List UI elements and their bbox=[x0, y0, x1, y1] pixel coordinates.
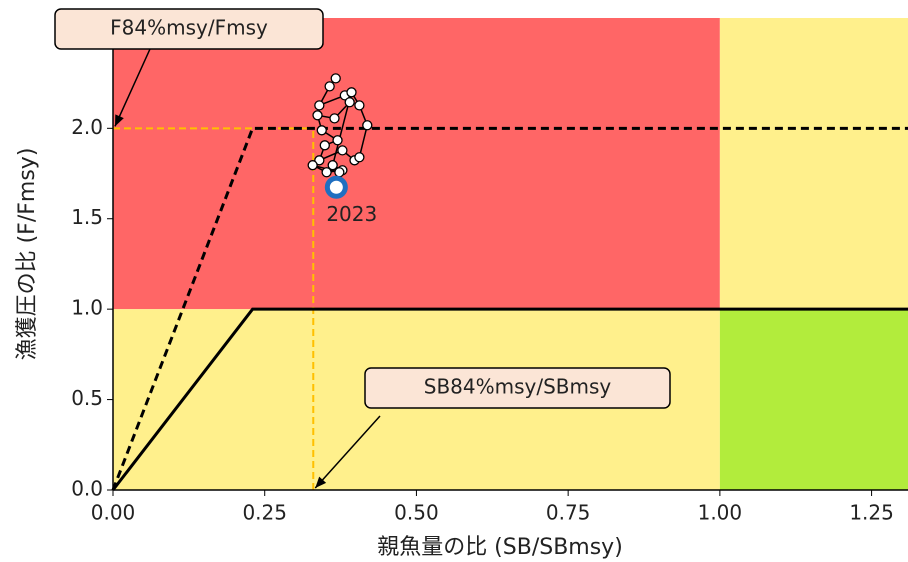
annotation-box bbox=[54, 8, 324, 50]
annotation-text: SB84%msy/SBmsy bbox=[424, 375, 612, 399]
plot-area bbox=[113, 18, 908, 490]
x-tick-label: 0.25 bbox=[242, 501, 287, 525]
annotation-arrow bbox=[114, 48, 151, 127]
x-axis-label: 親魚量の比 (SB/SBmsy) bbox=[377, 535, 623, 560]
point bbox=[329, 113, 340, 124]
point bbox=[332, 135, 343, 146]
annotation-box bbox=[364, 367, 671, 409]
zone bbox=[719, 309, 908, 490]
point bbox=[321, 167, 332, 178]
point bbox=[324, 81, 335, 92]
y-tick-label: 2.0 bbox=[71, 115, 103, 139]
point bbox=[314, 100, 325, 111]
point bbox=[334, 167, 345, 178]
x-tick-label: 0.75 bbox=[546, 501, 591, 525]
zone bbox=[113, 18, 720, 310]
point bbox=[330, 73, 341, 84]
point bbox=[319, 140, 330, 151]
point bbox=[346, 87, 357, 98]
point bbox=[354, 152, 365, 163]
last-point bbox=[324, 175, 348, 199]
x-tick-label: 0.50 bbox=[394, 501, 439, 525]
x-tick-label: 1.00 bbox=[698, 501, 743, 525]
y-axis-label: 漁獲圧の比 (F/Fmsy) bbox=[15, 148, 40, 361]
point bbox=[312, 110, 323, 121]
arrow-head bbox=[115, 114, 124, 127]
point bbox=[362, 120, 373, 131]
point-label: 2023 bbox=[326, 202, 377, 226]
x-tick-label: 0.00 bbox=[91, 501, 136, 525]
y-tick-label: 1.0 bbox=[71, 296, 103, 320]
point bbox=[354, 100, 365, 111]
hcr-line bbox=[111, 126, 908, 491]
y-tick-label: 0.0 bbox=[71, 477, 103, 501]
x-tick-label: 1.25 bbox=[849, 501, 894, 525]
point bbox=[344, 97, 355, 108]
y-tick-label: 1.5 bbox=[71, 205, 103, 229]
hcr-line bbox=[111, 307, 908, 491]
point bbox=[307, 160, 318, 171]
arrow-head bbox=[315, 476, 327, 488]
zone bbox=[719, 18, 908, 310]
y-tick-label: 0.5 bbox=[71, 386, 103, 410]
annotation-arrow bbox=[314, 415, 381, 489]
annotation-text: F84%msy/Fmsy bbox=[110, 16, 268, 40]
point bbox=[316, 125, 327, 136]
point bbox=[327, 160, 338, 171]
point bbox=[337, 145, 348, 156]
